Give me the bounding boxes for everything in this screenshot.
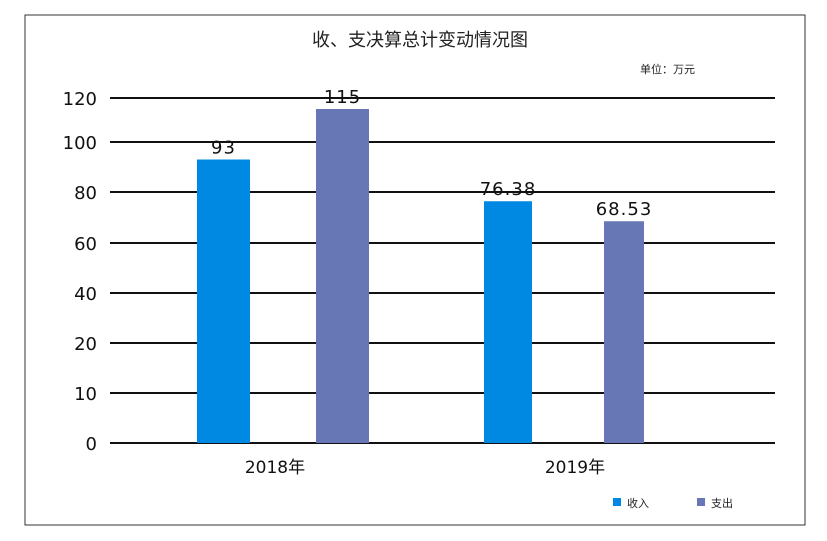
- data-label: 93: [211, 138, 236, 159]
- y-tick-label: 100: [63, 133, 97, 154]
- chart-title: 收、支决算总计变动情况图: [312, 30, 528, 51]
- y-tick-label: 0: [86, 434, 97, 455]
- bar-expense-0: [316, 109, 369, 443]
- chart-border: [24, 14, 806, 526]
- x-tick-label: 2019年: [545, 458, 605, 478]
- legend-swatch: [613, 498, 621, 506]
- y-tick-label: 40: [74, 284, 97, 305]
- y-tick-label: 120: [63, 89, 97, 110]
- x-tick-label: 2018年: [245, 458, 305, 478]
- legend-swatch: [697, 498, 705, 506]
- bar-expense-1: [604, 221, 644, 443]
- bar-income-0: [197, 159, 250, 443]
- y-tick-label: 80: [74, 183, 97, 204]
- unit-note: 单位：万元: [640, 62, 695, 76]
- data-label: 76.38: [480, 179, 537, 200]
- data-label: 68.53: [596, 199, 653, 220]
- y-tick-label: 20: [74, 334, 97, 355]
- y-tick-label: 60: [74, 234, 97, 255]
- data-label: 115: [324, 87, 361, 108]
- bar-income-1: [484, 201, 532, 443]
- y-tick-label: 10: [74, 384, 97, 405]
- legend-label: 支出: [711, 496, 733, 510]
- legend-label: 收入: [627, 496, 649, 510]
